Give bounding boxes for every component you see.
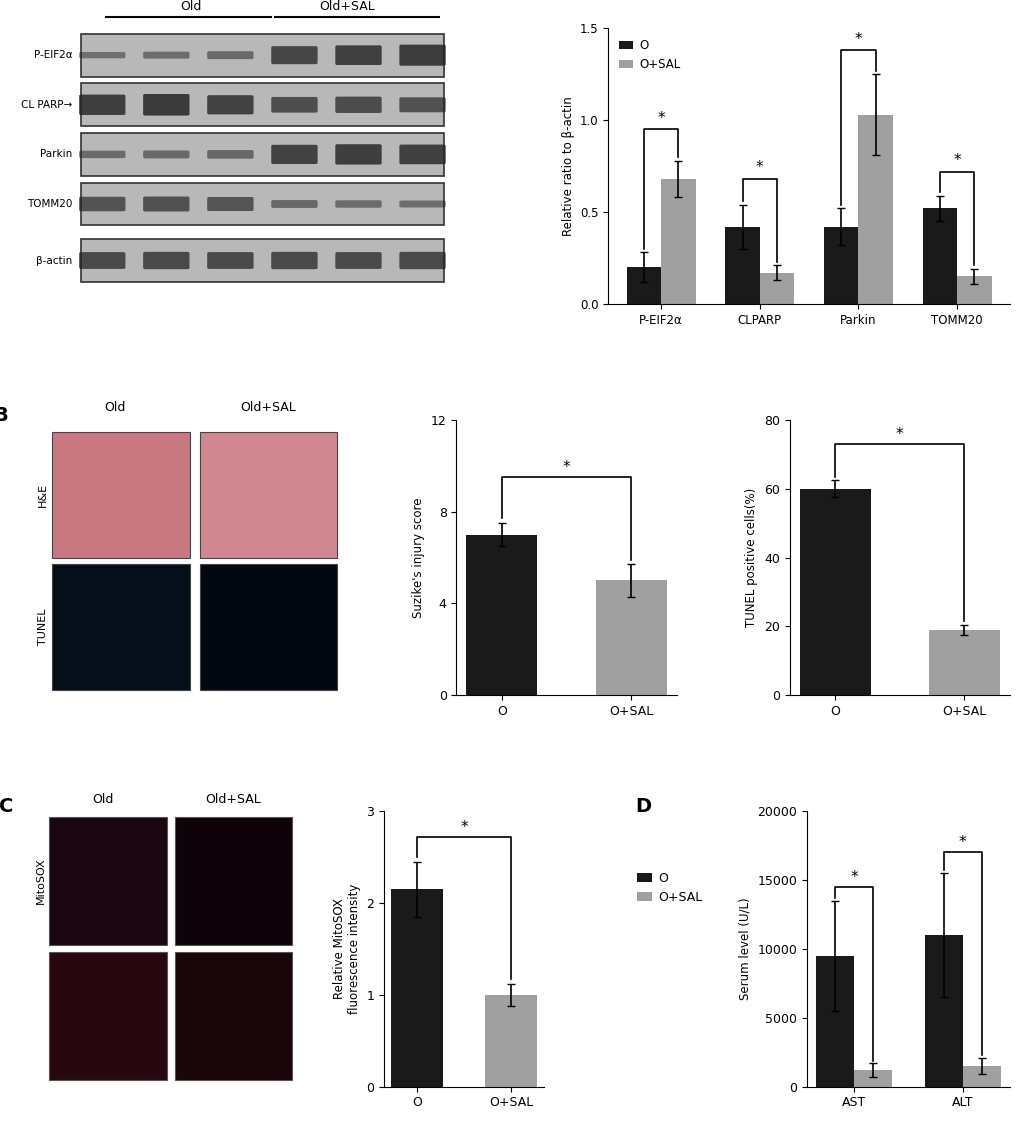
FancyBboxPatch shape [207,252,254,269]
Text: Parkin: Parkin [41,149,72,160]
Text: MitoSOX: MitoSOX [37,857,46,904]
Bar [853,1070,892,1087]
FancyBboxPatch shape [207,151,254,158]
Text: Old+SAL: Old+SAL [206,792,261,806]
Bar [725,226,759,303]
FancyBboxPatch shape [399,145,445,164]
Bar [82,84,443,126]
FancyBboxPatch shape [271,251,317,269]
Bar [82,34,443,77]
Text: D: D [635,797,651,816]
Y-axis label: Serum level (U/L): Serum level (U/L) [738,898,751,1001]
Text: *: * [850,869,857,885]
Bar [466,534,537,695]
Bar [626,267,660,303]
FancyBboxPatch shape [399,97,445,112]
Bar [962,1066,1000,1087]
FancyBboxPatch shape [143,94,190,115]
Text: TUNEL: TUNEL [38,609,48,645]
FancyBboxPatch shape [335,45,381,65]
FancyBboxPatch shape [79,151,125,158]
FancyBboxPatch shape [335,96,381,113]
FancyBboxPatch shape [271,200,317,208]
Bar [174,816,292,945]
Bar [200,565,337,689]
Bar [485,995,536,1087]
FancyBboxPatch shape [399,200,445,207]
Y-axis label: Relative ratio to β-actin: Relative ratio to β-actin [560,96,574,235]
Text: β-actin: β-actin [37,256,72,266]
Bar [759,273,794,303]
FancyBboxPatch shape [271,145,317,164]
Text: P-EIF2α: P-EIF2α [34,50,72,60]
FancyBboxPatch shape [207,95,254,114]
Bar [956,276,990,303]
FancyBboxPatch shape [143,52,190,59]
Bar [923,935,962,1087]
Text: Old: Old [104,401,125,414]
Text: *: * [854,32,861,46]
FancyBboxPatch shape [335,200,381,208]
Bar [200,432,337,558]
FancyBboxPatch shape [335,252,381,269]
Text: Old+SAL: Old+SAL [319,0,374,14]
FancyBboxPatch shape [79,197,125,212]
Text: C: C [0,797,13,816]
FancyBboxPatch shape [143,151,190,158]
Bar [82,182,443,225]
Legend: O, O+SAL: O, O+SAL [613,34,685,76]
Text: *: * [895,427,903,443]
Bar [49,816,167,945]
FancyBboxPatch shape [79,95,125,115]
Bar [82,134,443,175]
Bar [595,581,666,695]
Text: *: * [562,460,570,474]
Bar [858,114,892,303]
Bar [799,489,870,695]
Bar [82,239,443,282]
FancyBboxPatch shape [399,44,445,66]
Text: Old: Old [92,792,113,806]
FancyBboxPatch shape [335,144,381,164]
Text: Old: Old [180,0,201,14]
Text: *: * [656,111,664,126]
Bar [660,179,695,303]
Y-axis label: Suzike's injury score: Suzike's injury score [412,497,425,618]
FancyBboxPatch shape [271,46,317,65]
Bar [815,955,853,1087]
Bar [823,226,858,303]
Y-axis label: Relative MitoSOX
fluorescence intensity: Relative MitoSOX fluorescence intensity [332,884,361,1014]
FancyBboxPatch shape [207,51,254,59]
FancyBboxPatch shape [143,251,190,269]
Bar [921,208,956,303]
FancyBboxPatch shape [79,252,125,269]
Text: *: * [958,835,965,850]
Bar [52,432,190,558]
Y-axis label: TUNEL positive cells(%): TUNEL positive cells(%) [745,488,757,627]
FancyBboxPatch shape [79,52,125,59]
Bar [49,952,167,1080]
Bar [174,952,292,1080]
Text: TOMM20: TOMM20 [28,199,72,209]
Text: H&E: H&E [38,482,48,507]
Text: Old+SAL: Old+SAL [240,401,296,414]
Bar [928,629,999,695]
Legend: O, O+SAL: O, O+SAL [632,867,707,909]
Text: CL PARP→: CL PARP→ [21,100,72,110]
Bar [391,889,442,1087]
Text: *: * [755,161,763,175]
Bar [52,565,190,689]
Text: *: * [953,153,960,168]
FancyBboxPatch shape [271,97,317,112]
Text: B: B [0,406,8,424]
Text: *: * [460,820,468,835]
FancyBboxPatch shape [207,197,254,211]
FancyBboxPatch shape [143,197,190,212]
FancyBboxPatch shape [399,251,445,269]
